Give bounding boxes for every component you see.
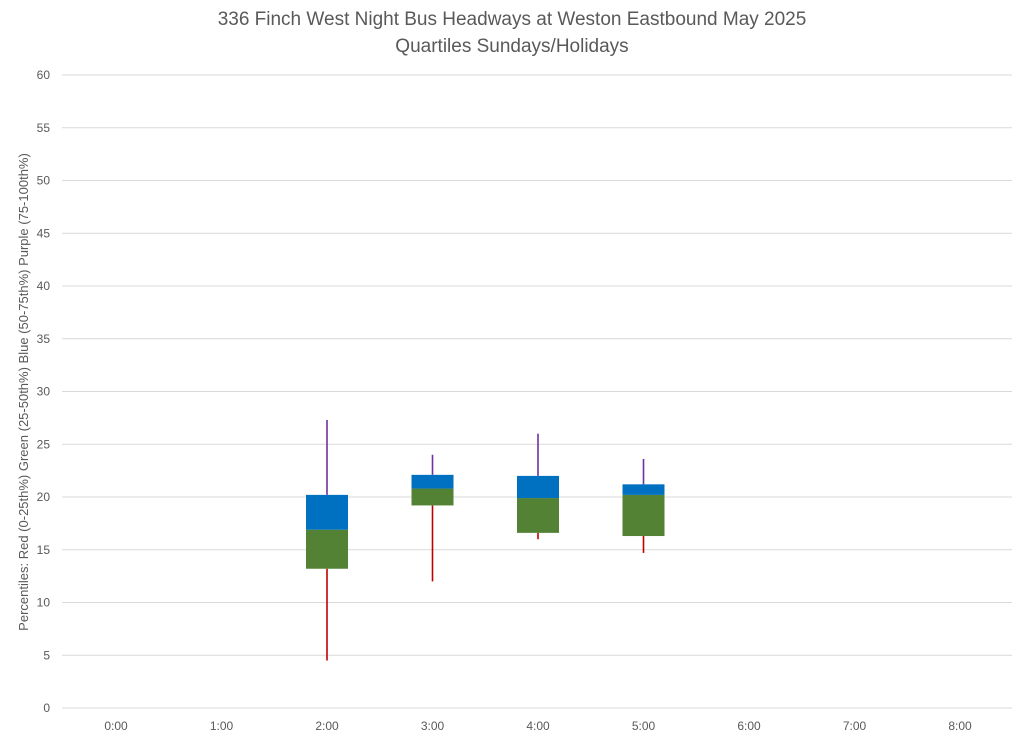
y-tick-45: 45: [37, 226, 51, 240]
x-tick-700: 7:00: [843, 719, 867, 733]
y-tick-0: 0: [43, 701, 50, 715]
box-series: [306, 419, 665, 661]
y-axis-label: Percentiles: Red (0-25th%) Green (25-50t…: [16, 153, 31, 631]
gridlines: [62, 74, 1012, 709]
x-tick-300: 3:00: [421, 719, 445, 733]
x-tick-200: 2:00: [315, 719, 339, 733]
box-upper-400: [517, 475, 559, 499]
y-tick-30: 30: [37, 385, 51, 399]
y-tick-20: 20: [37, 490, 51, 504]
box-lower-300: [411, 488, 454, 506]
box-upper-200: [306, 494, 348, 530]
y-tick-15: 15: [37, 543, 51, 557]
chart-title: 336 Finch West Night Bus Headways at Wes…: [218, 9, 807, 30]
y-tick-60: 60: [37, 68, 51, 82]
y-tick-25: 25: [37, 437, 51, 451]
y-tick-40: 40: [37, 279, 51, 293]
x-tick-600: 6:00: [737, 719, 761, 733]
x-tick-labels: 0:00 1:00 2:00 3:00 4:00 5:00 6:00 7:00 8:00: [104, 719, 972, 733]
y-tick-5: 5: [43, 648, 50, 662]
chart-subtitle: Quartiles Sundays/Holidays: [395, 36, 628, 57]
box-lower-200: [306, 529, 348, 569]
box-lower-400: [517, 498, 559, 533]
x-tick-400: 4:00: [526, 719, 550, 733]
box-lower-500: [622, 494, 665, 537]
box-upper-500: [622, 484, 665, 495]
x-tick-800: 8:00: [948, 719, 972, 733]
y-tick-50: 50: [37, 174, 51, 188]
x-tick-000: 0:00: [104, 719, 128, 733]
x-tick-500: 5:00: [632, 719, 656, 733]
x-tick-100: 1:00: [210, 719, 234, 733]
y-tick-55: 55: [37, 121, 51, 135]
y-tick-labels: 0 5 10 15 20 25 30 35 40 45 50 55 60: [37, 68, 51, 715]
y-tick-35: 35: [37, 332, 51, 346]
y-tick-10: 10: [37, 596, 51, 610]
box-upper-300: [411, 474, 454, 489]
